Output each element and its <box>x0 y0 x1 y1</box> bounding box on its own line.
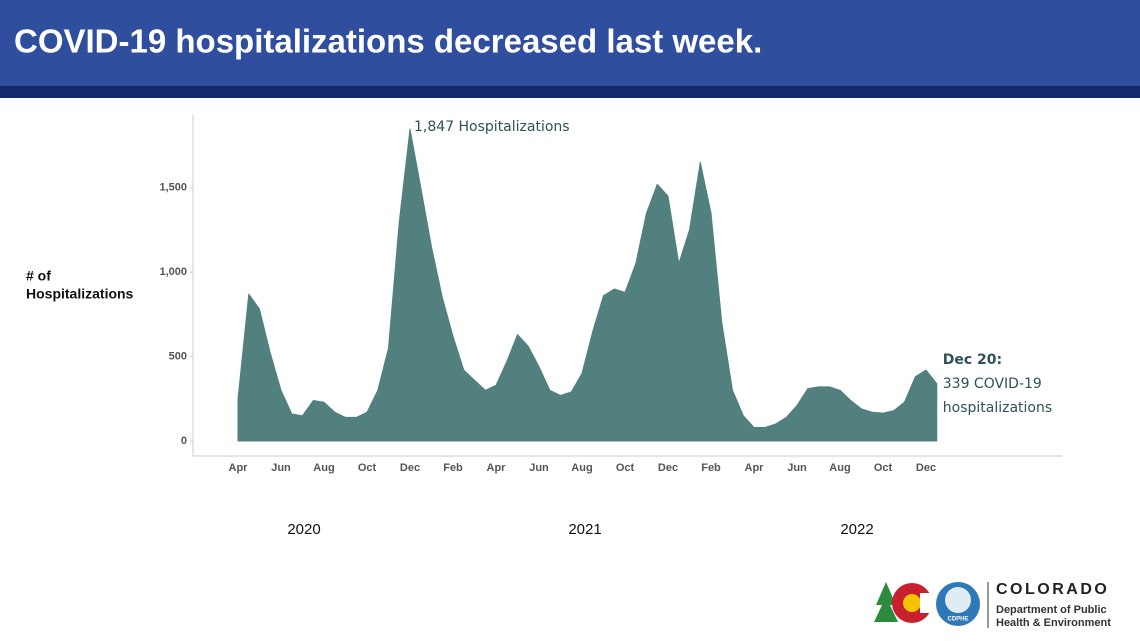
y-tick-label: 1,500 <box>159 182 187 194</box>
year-label: 2021 <box>568 521 601 538</box>
header-strip <box>0 86 1140 98</box>
slide-title: COVID-19 hospitalizations decreased last… <box>14 23 762 60</box>
x-tick-label: Oct <box>616 462 635 474</box>
x-tick-label: Aug <box>571 462 592 474</box>
latest-annotation: hospitalizations <box>943 400 1052 416</box>
year-label: 2020 <box>287 521 320 538</box>
logo-line: Health & Environment <box>996 617 1111 629</box>
logo: CDPHE COLORADO Department of Public Heal… <box>874 581 1111 629</box>
y-axis-label: # of <box>26 268 51 284</box>
x-tick-label: Aug <box>313 462 334 474</box>
logo-badge-inner <box>945 587 971 613</box>
x-tick-label: Aug <box>829 462 850 474</box>
y-tick-label: 0 <box>181 435 187 447</box>
x-tick-label: Apr <box>229 462 249 474</box>
y-axis-label: Hospitalizations <box>26 286 134 302</box>
area <box>237 128 938 442</box>
plot: 0 500 1,000 1,500 Apr Jun Aug Oct Dec Feb Apr Jun Au… <box>159 119 1052 538</box>
x-tick-label: Feb <box>701 462 721 474</box>
latest-annotation: 339 COVID-19 <box>943 376 1042 392</box>
latest-annotation: Dec 20: <box>943 352 1002 368</box>
logo-line: Department of Public <box>996 604 1107 616</box>
x-tick-label: Jun <box>271 462 291 474</box>
x-tick-label: Feb <box>443 462 463 474</box>
x-tick-label: Dec <box>400 462 420 474</box>
x-tick-label: Apr <box>745 462 765 474</box>
x-tick-label: Oct <box>874 462 893 474</box>
year-label: 2022 <box>840 521 873 538</box>
header-band <box>0 0 1140 88</box>
x-tick-label: Dec <box>916 462 936 474</box>
peak-annotation: 1,847 Hospitalizations <box>414 119 570 135</box>
logo-tree <box>874 582 898 622</box>
x-tick-label: Oct <box>358 462 377 474</box>
logo-gap <box>920 593 934 613</box>
x-tick-label: Apr <box>487 462 507 474</box>
x-tick-label: Jun <box>529 462 549 474</box>
x-tick-label: Jun <box>787 462 807 474</box>
y-tick-label: 500 <box>169 350 187 362</box>
logo-name: COLORADO <box>996 581 1109 598</box>
x-tick-label: Dec <box>658 462 678 474</box>
logo-badge-text: CDPHE <box>947 617 968 623</box>
logo-sun <box>903 594 921 612</box>
y-tick-label: 1,000 <box>159 266 187 278</box>
